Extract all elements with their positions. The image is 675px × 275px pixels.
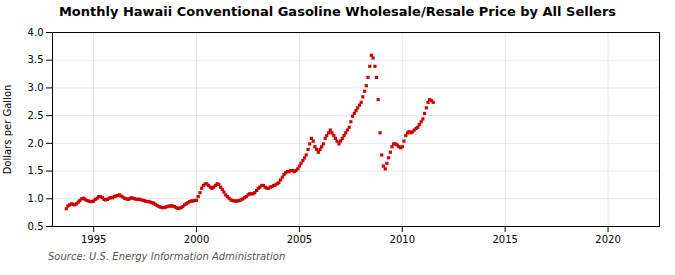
svg-text:0.5: 0.5 xyxy=(28,221,44,232)
svg-text:4.0: 4.0 xyxy=(28,27,44,38)
svg-text:2020: 2020 xyxy=(595,234,620,245)
svg-text:3.0: 3.0 xyxy=(28,82,44,93)
html-text:Source: U.S. Energy Informatio: Source: U.S. Energy Information Administ… xyxy=(48,251,286,262)
svg-text:2.5: 2.5 xyxy=(28,110,44,121)
svg-text:2.0: 2.0 xyxy=(28,138,44,149)
svg-text:1.5: 1.5 xyxy=(28,165,44,176)
html-text:Monthly Hawaii Conventional Ga: Monthly Hawaii Conventional Gasoline Who… xyxy=(58,4,617,19)
svg-text:2015: 2015 xyxy=(492,234,517,245)
svg-text:2005: 2005 xyxy=(287,234,312,245)
svg-text:Dollars per Gallon: Dollars per Gallon xyxy=(2,85,13,175)
svg-text:1.0: 1.0 xyxy=(28,193,44,204)
svg-text:2000: 2000 xyxy=(184,234,209,245)
svg-text:1995: 1995 xyxy=(81,234,106,245)
svg-text:3.5: 3.5 xyxy=(28,54,44,65)
svg-text:2010: 2010 xyxy=(390,234,415,245)
